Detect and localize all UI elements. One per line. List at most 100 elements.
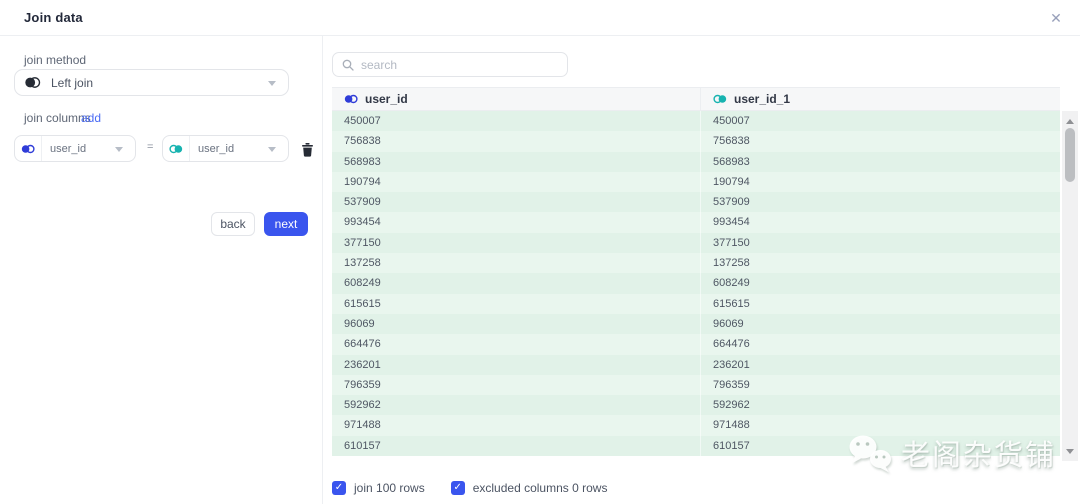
- scroll-up-button[interactable]: [1062, 114, 1078, 128]
- cell-user_id: 610157: [344, 439, 381, 452]
- cell-user_id_1: 592962: [700, 395, 1060, 416]
- excluded-columns-label: excluded columns 0 rows: [472, 481, 608, 495]
- table-row: 993454 993454: [332, 212, 1060, 233]
- cell-user_id: 615615: [344, 297, 381, 310]
- next-button[interactable]: next: [264, 212, 308, 236]
- table-row: 190794 190794: [332, 171, 1060, 193]
- join-column-pair: user_id = user_id: [14, 135, 314, 162]
- cell-user_id_1: 537909: [700, 192, 1060, 213]
- cell-user_id_1: 96069: [700, 313, 1060, 335]
- table-row: 615615 615615: [332, 293, 1060, 314]
- venn-right-filled-icon: [713, 94, 727, 104]
- cell-user_id: 608249: [344, 277, 381, 290]
- scrollbar-thumb[interactable]: [1065, 128, 1075, 182]
- column-header-user_id: user_id: [332, 88, 700, 110]
- cell-user_id: 971488: [344, 419, 381, 432]
- left-column-select[interactable]: user_id: [14, 135, 136, 162]
- cell-user_id: 537909: [344, 196, 381, 209]
- table-row: 537909 537909: [332, 192, 1060, 213]
- cell-user_id: 190794: [344, 175, 381, 188]
- right-column-value: user_id: [198, 142, 235, 155]
- table-row: 236201 236201: [332, 354, 1060, 375]
- table-row: 377150 377150: [332, 232, 1060, 254]
- cell-user_id: 756838: [344, 135, 381, 148]
- right-column-select[interactable]: user_id: [162, 135, 289, 162]
- join-rows-checkbox[interactable]: ✓: [332, 481, 346, 495]
- cell-user_id: 993454: [344, 216, 381, 229]
- join-method-select[interactable]: Left join: [14, 69, 289, 96]
- back-button[interactable]: back: [211, 212, 255, 236]
- preview-table: user_id user_id_1 450007 450007 756838 7568…: [332, 87, 1060, 456]
- table-row: 610157 610157: [332, 435, 1060, 456]
- column-header-user_id_1: user_id_1: [700, 88, 1060, 110]
- join-preview-panel: user_id user_id_1 4500074500077568387568…: [324, 36, 1080, 504]
- cell-user_id_1: 137258: [700, 253, 1060, 274]
- cell-user_id_1: 615615: [700, 293, 1060, 314]
- table-body: 450007 450007 756838 756838 568983 568983 1907…: [332, 111, 1060, 456]
- cell-user_id: 664476: [344, 338, 381, 351]
- arrow-down-icon: [1066, 448, 1074, 454]
- join-columns-label: join columns: [24, 111, 91, 125]
- cell-user_id_1: 236201: [700, 354, 1060, 375]
- cell-user_id: 377150: [344, 236, 381, 249]
- search-input[interactable]: [361, 57, 551, 72]
- table-row: 608249 608249: [332, 273, 1060, 294]
- table-header: user_id user_id_1: [332, 87, 1060, 111]
- cell-user_id: 137258: [344, 257, 381, 270]
- scroll-down-button[interactable]: [1062, 444, 1078, 458]
- table-row: 568983 568983: [332, 151, 1060, 172]
- chevron-down-icon: [115, 146, 123, 152]
- cell-user_id: 592962: [344, 399, 381, 412]
- dialog-header: Join data ✕: [0, 0, 1080, 36]
- table-row: 756838 756838: [332, 131, 1060, 152]
- table-row: 450007 450007: [332, 111, 1060, 132]
- search-icon: [342, 59, 354, 71]
- table-footer: ✓ join 100 rows ✓ excluded columns 0 row…: [332, 478, 607, 498]
- venn-left-filled-icon: [344, 94, 358, 104]
- cell-user_id_1: 971488: [700, 415, 1060, 436]
- table-row: 796359 796359: [332, 374, 1060, 396]
- cell-user_id_1: 377150: [700, 232, 1060, 254]
- chevron-down-icon: [268, 80, 276, 86]
- vertical-scrollbar[interactable]: [1062, 111, 1078, 461]
- cell-user_id_1: 568983: [700, 151, 1060, 172]
- chevron-down-icon: [268, 146, 276, 152]
- wizard-buttons: back next: [0, 212, 323, 236]
- close-icon[interactable]: ✕: [1050, 10, 1062, 26]
- join-rows-label: join 100 rows: [354, 481, 425, 495]
- cell-user_id_1: 190794: [700, 171, 1060, 193]
- table-row: 664476 664476: [332, 334, 1060, 355]
- cell-user_id_1: 993454: [700, 212, 1060, 233]
- cell-user_id_1: 608249: [700, 273, 1060, 294]
- search-box: [332, 52, 568, 77]
- left-column-value: user_id: [50, 142, 87, 155]
- join-method-value: Left join: [51, 75, 94, 90]
- cell-user_id_1: 796359: [700, 374, 1060, 396]
- dialog-title: Join data: [24, 10, 83, 25]
- cell-user_id_1: 664476: [700, 334, 1060, 355]
- add-join-column-link[interactable]: add: [81, 111, 102, 125]
- join-settings-panel: join method Left join join columns add: [0, 36, 323, 504]
- venn-right-filled-icon: [163, 136, 190, 161]
- cell-user_id: 568983: [344, 155, 381, 168]
- venn-left-filled-icon: [15, 136, 42, 161]
- delete-join-pair-button[interactable]: [298, 140, 316, 158]
- cell-user_id: 96069: [344, 317, 375, 330]
- column-header-label: user_id_1: [734, 92, 791, 106]
- arrow-up-icon: [1066, 118, 1074, 124]
- table-row: 971488 971488: [332, 415, 1060, 436]
- trash-icon: [301, 142, 313, 157]
- cell-user_id: 796359: [344, 378, 381, 391]
- join-method-label: join method: [24, 53, 87, 67]
- column-header-label: user_id: [365, 92, 408, 106]
- left-join-venn-icon: [24, 76, 41, 89]
- excluded-columns-checkbox[interactable]: ✓: [450, 481, 465, 495]
- equals-operator: =: [147, 141, 154, 153]
- table-row: 137258 137258: [332, 253, 1060, 274]
- cell-user_id: 450007: [344, 115, 381, 127]
- table-row: 96069 96069: [332, 313, 1060, 335]
- cell-user_id_1: 756838: [700, 131, 1060, 152]
- cell-user_id_1: 450007: [700, 111, 1060, 132]
- cell-user_id_1: 610157: [700, 435, 1060, 456]
